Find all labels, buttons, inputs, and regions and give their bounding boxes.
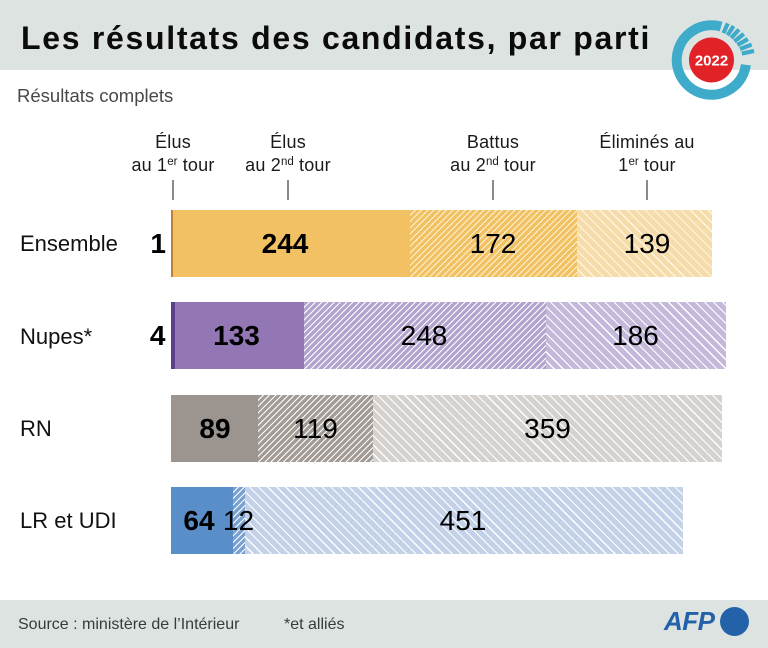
svg-text:2022: 2022: [695, 52, 728, 69]
